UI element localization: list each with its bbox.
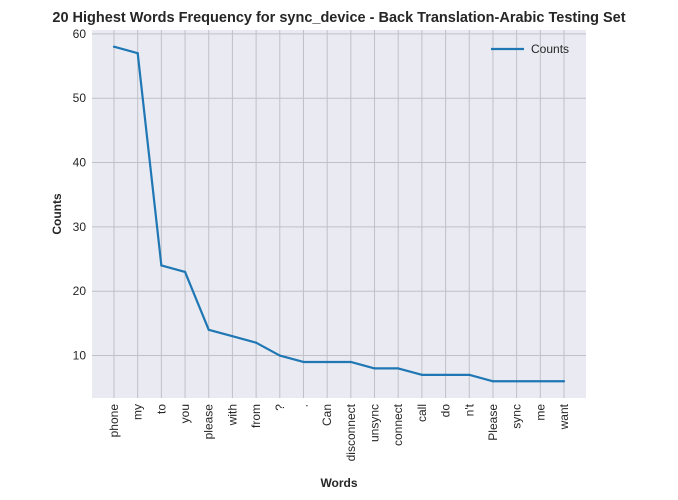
series-layer bbox=[112, 45, 566, 383]
x-tick-label: call bbox=[415, 404, 429, 422]
data-point bbox=[231, 335, 234, 338]
data-point bbox=[255, 341, 258, 344]
data-point bbox=[302, 360, 305, 364]
x-tick-label: please bbox=[202, 404, 216, 440]
x-tick-label: my bbox=[131, 404, 145, 420]
x-tick-label: want bbox=[557, 403, 571, 430]
data-point bbox=[491, 380, 495, 383]
x-tick-label: disconnect bbox=[344, 403, 358, 461]
x-tick-label: connect bbox=[391, 403, 405, 446]
x-tick-label: phone bbox=[107, 404, 121, 438]
x-tick-label: Please bbox=[486, 404, 500, 441]
series-line-counts bbox=[113, 45, 564, 383]
x-axis-label: Words bbox=[320, 476, 357, 490]
x-tick-label: with bbox=[225, 404, 239, 426]
y-tick-label: 40 bbox=[73, 156, 87, 170]
x-tick-label: to bbox=[154, 404, 168, 414]
y-tick-label: 50 bbox=[73, 91, 87, 105]
plot-area bbox=[92, 30, 586, 398]
x-tick-label: unsync bbox=[368, 404, 382, 442]
x-tick-label: n't bbox=[462, 403, 476, 416]
x-tick-label: do bbox=[439, 404, 453, 418]
x-axis-ticks: phone my to you please with from?. Can disconnec… bbox=[107, 403, 571, 461]
data-point bbox=[444, 373, 447, 376]
data-point bbox=[136, 52, 139, 55]
data-point bbox=[468, 373, 471, 376]
x-tick-label: ? bbox=[273, 404, 287, 411]
data-point bbox=[278, 354, 281, 357]
chart-title: 20 Highest Words Frequency for sync_devi… bbox=[52, 10, 625, 26]
x-tick-label: Can bbox=[320, 404, 334, 426]
data-point bbox=[515, 380, 518, 383]
x-tick-label: sync bbox=[510, 404, 524, 429]
data-point bbox=[420, 373, 423, 376]
data-point bbox=[562, 380, 566, 383]
legend: Counts bbox=[491, 42, 569, 56]
data-point bbox=[207, 328, 210, 331]
y-tick-label: 60 bbox=[73, 27, 87, 41]
y-axis-label: Counts bbox=[50, 193, 64, 235]
y-axis-ticks: 10 20 30 40 50 60 bbox=[73, 27, 87, 363]
legend-label-counts: Counts bbox=[531, 42, 569, 56]
y-tick-label: 10 bbox=[73, 349, 87, 363]
data-point bbox=[326, 360, 329, 364]
x-tick-label: you bbox=[178, 404, 192, 423]
y-tick-label: 20 bbox=[73, 284, 87, 298]
x-tick-label: . bbox=[296, 404, 310, 407]
data-point bbox=[349, 360, 352, 364]
data-point bbox=[373, 367, 376, 370]
data-point bbox=[112, 45, 116, 48]
data-point bbox=[183, 270, 187, 274]
y-tick-label: 30 bbox=[73, 220, 87, 234]
data-point bbox=[397, 367, 400, 370]
grid-lines bbox=[92, 30, 586, 398]
x-tick-label: from bbox=[249, 404, 263, 428]
x-tick-label: me bbox=[533, 404, 547, 421]
data-point bbox=[539, 380, 542, 383]
data-point bbox=[160, 264, 163, 267]
